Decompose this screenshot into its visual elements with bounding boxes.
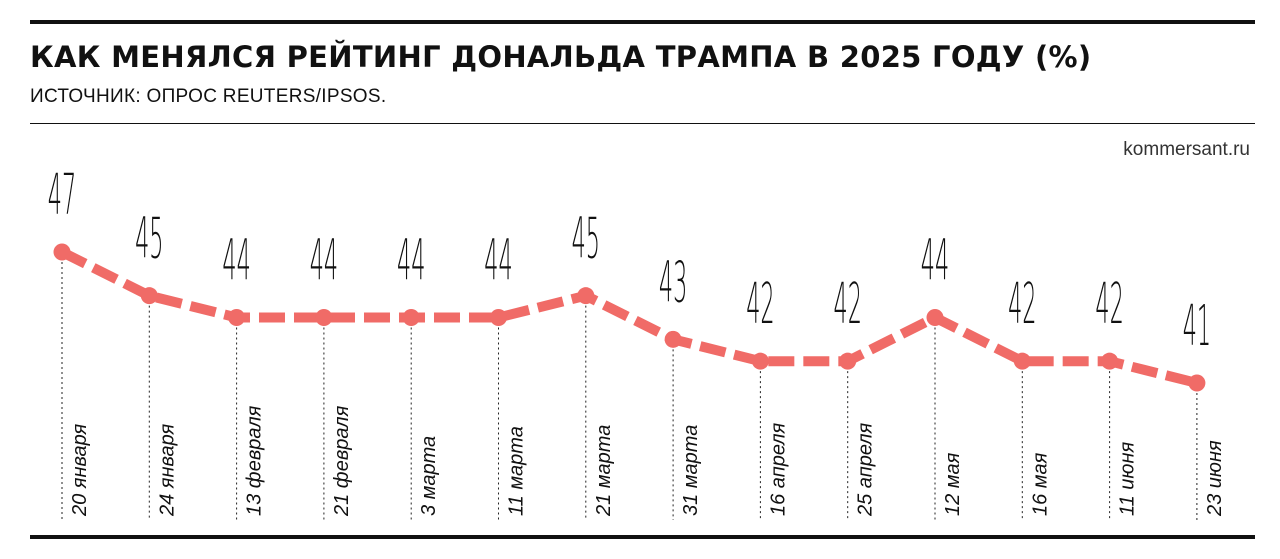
top-rule	[30, 20, 1255, 24]
bottom-rule	[30, 535, 1255, 539]
value-label-group: 44	[222, 230, 250, 294]
data-point	[315, 309, 333, 326]
value-label: 42	[834, 273, 862, 337]
data-point	[228, 309, 246, 326]
data-point	[1013, 352, 1031, 370]
date-label: 3 марта	[418, 436, 440, 516]
chart-subtitle: ИСТОЧНИК: ОПРОС REUTERS/IPSOS.	[30, 86, 387, 107]
value-label: 44	[222, 230, 250, 294]
data-point	[490, 309, 507, 326]
value-label-group: 43	[659, 251, 687, 315]
date-labels: 20 января 24 января 13 февраля 21 февраля 3 …	[69, 405, 1226, 517]
date-label: 16 апреля	[767, 422, 789, 516]
value-label: 44	[397, 230, 425, 294]
value-label: 42	[1008, 273, 1036, 337]
date-label: 21 марта	[593, 425, 615, 517]
date-label: 24 января	[156, 423, 178, 517]
value-label-group: 45	[135, 208, 163, 272]
value-label: 47	[48, 164, 76, 228]
value-label: 44	[921, 230, 949, 294]
date-label: 16 мая	[1029, 452, 1051, 516]
date-label: 12 мая	[942, 452, 964, 516]
value-label-group: 44	[484, 230, 512, 294]
header-divider	[30, 123, 1255, 124]
value-label-group: 41	[1183, 295, 1211, 359]
value-label: 45	[572, 208, 600, 272]
date-label: 25 апреля	[855, 422, 877, 517]
value-label-group: 47	[48, 164, 76, 228]
value-label: 44	[484, 230, 512, 294]
date-label: 23 июня	[1204, 440, 1226, 517]
value-label: 43	[659, 251, 687, 315]
value-label: 44	[310, 230, 338, 294]
data-point	[664, 330, 682, 348]
date-label: 11 марта	[506, 426, 528, 516]
value-label-group: 44	[397, 230, 425, 294]
data-points	[53, 243, 1206, 392]
data-point	[1101, 352, 1119, 370]
date-label: 11 июня	[1117, 442, 1139, 516]
date-label: 31 марта	[680, 425, 702, 516]
value-label-group: 42	[834, 273, 862, 337]
value-label-group: 42	[1008, 273, 1036, 337]
data-point	[53, 243, 71, 261]
value-label: 41	[1183, 295, 1211, 359]
value-label: 45	[135, 208, 163, 272]
data-point	[751, 352, 769, 370]
date-label: 21 февраля	[331, 405, 353, 517]
data-point	[140, 287, 158, 305]
value-label-group: 42	[746, 273, 774, 337]
series-line-group	[59, 247, 1199, 388]
data-point	[1188, 374, 1206, 392]
value-label: 42	[1095, 273, 1123, 337]
value-label: 42	[746, 273, 774, 337]
source-site-label: kommersant.ru	[1123, 139, 1250, 160]
chart-title: КАК МЕНЯЛСЯ РЕЙТИНГ ДОНАЛЬДА ТРАМПА В 20…	[30, 40, 1092, 74]
value-label-group: 44	[310, 230, 338, 294]
date-label: 13 февраля	[244, 405, 266, 516]
guide-lines	[61, 262, 1198, 520]
data-point	[926, 309, 944, 326]
series-line	[59, 247, 1199, 388]
value-label-group: 44	[921, 230, 949, 294]
data-point	[402, 309, 420, 326]
value-label-group: 42	[1095, 273, 1123, 337]
date-label: 20 января	[69, 423, 91, 517]
value-labels: 47 45 44 44 44 44 45 43 42 42 44 42 42 41	[48, 164, 1211, 359]
data-point	[577, 287, 595, 305]
value-label-group: 45	[572, 208, 600, 272]
data-point	[839, 352, 857, 370]
